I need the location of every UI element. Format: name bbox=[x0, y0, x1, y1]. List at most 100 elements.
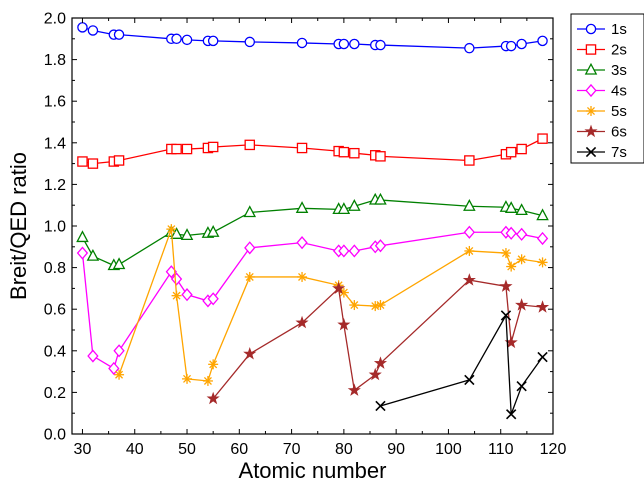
data-point-4s bbox=[296, 236, 308, 250]
y-tick-label: 1.4 bbox=[44, 135, 66, 152]
data-point-5s bbox=[202, 375, 213, 386]
legend-item-2s: 2s bbox=[577, 42, 627, 59]
legend-label: 6s bbox=[611, 124, 627, 141]
data-point-3s bbox=[348, 199, 361, 211]
x-tick-label: 90 bbox=[387, 441, 405, 458]
data-point-3s bbox=[463, 199, 476, 211]
data-point-1s bbox=[181, 34, 193, 46]
y-axis-label: Breit/QED ratio bbox=[6, 152, 31, 300]
x-tick-label: 110 bbox=[488, 441, 514, 458]
y-tick-label: 0.8 bbox=[44, 260, 66, 277]
y-tick-label: 0.6 bbox=[44, 302, 66, 319]
data-point-3s bbox=[374, 192, 387, 205]
data-point-4s bbox=[505, 226, 517, 240]
data-point-4s bbox=[374, 239, 387, 253]
data-point-5s bbox=[506, 261, 517, 272]
data-point-5s bbox=[166, 224, 177, 235]
legend-marker-5s bbox=[586, 106, 596, 116]
data-point-4s bbox=[207, 292, 219, 306]
y-tick-label: 0.2 bbox=[44, 385, 66, 402]
data-point-6s bbox=[499, 279, 513, 292]
series-layer bbox=[76, 22, 550, 420]
data-point-5s bbox=[171, 290, 182, 301]
data-point-3s bbox=[170, 227, 183, 239]
data-point-2s bbox=[207, 141, 219, 153]
data-point-7s bbox=[500, 310, 512, 321]
data-point-2s bbox=[349, 147, 360, 159]
data-point-3s bbox=[112, 257, 126, 270]
series-3s bbox=[76, 192, 549, 271]
data-point-3s bbox=[536, 208, 549, 221]
x-tick-label: 30 bbox=[74, 441, 92, 458]
data-point-5s bbox=[349, 300, 360, 311]
data-point-4s bbox=[87, 349, 99, 363]
data-point-2s bbox=[505, 146, 517, 158]
data-point-7s bbox=[516, 380, 527, 392]
data-point-3s bbox=[504, 201, 518, 213]
data-point-5s bbox=[500, 248, 511, 259]
legend-item-3s: 3s bbox=[577, 62, 627, 79]
data-point-5s bbox=[114, 369, 125, 380]
data-point-3s bbox=[76, 230, 89, 243]
data-point-5s bbox=[182, 373, 193, 384]
data-point-2s bbox=[338, 146, 350, 158]
y-tick-label: 1.8 bbox=[44, 52, 66, 69]
data-point-3s bbox=[206, 225, 220, 237]
x-tick-label: 120 bbox=[540, 441, 567, 458]
data-point-6s bbox=[368, 367, 382, 381]
data-point-6s bbox=[337, 317, 351, 331]
data-point-4s bbox=[113, 344, 125, 358]
data-point-1s bbox=[464, 42, 475, 54]
legend-item-5s: 5s bbox=[577, 103, 627, 120]
series-6s bbox=[206, 273, 550, 405]
data-point-3s bbox=[337, 202, 351, 215]
legend-marker-4s bbox=[585, 83, 597, 98]
legend-label: 4s bbox=[611, 83, 627, 100]
legend-marker-3s bbox=[584, 62, 598, 75]
data-point-1s bbox=[296, 37, 308, 49]
legend-box bbox=[570, 13, 644, 164]
data-point-3s bbox=[515, 203, 528, 216]
series-2s bbox=[77, 133, 548, 169]
data-point-2s bbox=[464, 155, 475, 166]
data-point-4s bbox=[463, 225, 476, 239]
data-point-1s bbox=[77, 22, 88, 33]
series-7s bbox=[375, 310, 548, 420]
data-point-4s bbox=[244, 241, 256, 255]
x-axis-label: Atomic number bbox=[239, 458, 387, 483]
data-point-5s bbox=[537, 257, 548, 268]
data-point-6s bbox=[206, 391, 220, 405]
data-point-2s bbox=[113, 155, 125, 166]
data-point-1s bbox=[338, 38, 350, 50]
data-point-2s bbox=[296, 142, 308, 154]
x-tick-label: 40 bbox=[126, 441, 144, 458]
data-point-2s bbox=[77, 156, 88, 167]
data-point-1s bbox=[375, 39, 386, 51]
series-1s bbox=[77, 22, 548, 54]
axes-layer: 30 40 50 60 70 80 90 100 110 120 0.0 0.2 0.4 0.6 0.8 1.… bbox=[44, 11, 567, 459]
y-tick-label: 0.0 bbox=[44, 427, 66, 444]
data-point-7s bbox=[506, 409, 517, 420]
legend-marker-6s bbox=[584, 124, 598, 138]
legend-label: 3s bbox=[611, 62, 627, 79]
data-point-6s bbox=[462, 273, 476, 286]
legend-label: 5s bbox=[611, 103, 627, 120]
legend-marker-2s bbox=[585, 44, 597, 55]
data-point-2s bbox=[375, 151, 386, 162]
data-point-6s bbox=[373, 356, 388, 369]
legend-marker-1s bbox=[585, 23, 597, 35]
data-point-1s bbox=[244, 36, 256, 48]
x-tick-label: 60 bbox=[230, 441, 248, 458]
x-tick-label: 100 bbox=[435, 441, 462, 458]
legend-item-4s: 4s bbox=[577, 83, 627, 100]
data-point-5s bbox=[297, 271, 308, 282]
y-tick-label: 0.4 bbox=[44, 343, 66, 360]
data-point-2s bbox=[516, 143, 527, 155]
data-point-1s bbox=[505, 40, 517, 52]
data-point-6s bbox=[347, 383, 361, 396]
x-tick-label: 80 bbox=[335, 441, 353, 458]
data-point-1s bbox=[537, 35, 548, 47]
data-point-1s bbox=[87, 25, 99, 36]
series-line-7s bbox=[380, 313, 544, 415]
legend-marker-7s bbox=[585, 146, 597, 158]
